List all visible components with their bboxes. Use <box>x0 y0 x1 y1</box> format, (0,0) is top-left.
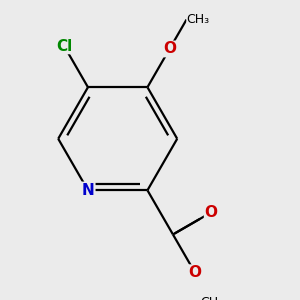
Text: N: N <box>82 183 94 198</box>
Text: Cl: Cl <box>56 38 72 53</box>
Text: CH₃: CH₃ <box>187 13 210 26</box>
Text: O: O <box>163 41 176 56</box>
Text: O: O <box>188 265 202 280</box>
Text: O: O <box>205 205 218 220</box>
Text: CH₃: CH₃ <box>200 296 224 300</box>
